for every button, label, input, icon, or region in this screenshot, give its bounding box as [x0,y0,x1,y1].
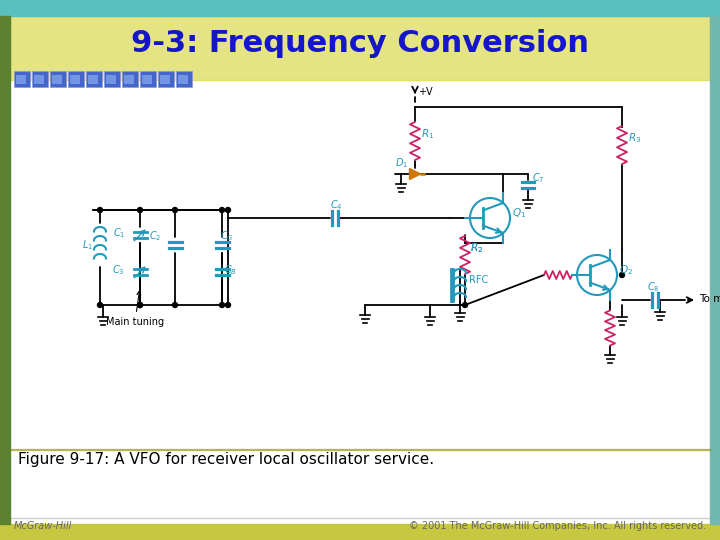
Text: $Q_1$: $Q_1$ [512,206,526,220]
Circle shape [225,207,230,213]
FancyBboxPatch shape [32,71,48,87]
FancyBboxPatch shape [176,71,192,87]
Text: $D_1$: $D_1$ [395,156,408,170]
Circle shape [138,302,143,307]
FancyBboxPatch shape [16,75,26,84]
Circle shape [138,302,143,307]
FancyBboxPatch shape [122,71,138,87]
Polygon shape [410,168,420,179]
Circle shape [173,302,178,307]
Text: $R_3$: $R_3$ [628,131,642,145]
FancyBboxPatch shape [70,75,80,84]
FancyBboxPatch shape [34,75,44,84]
Bar [10,449,710,450]
Circle shape [220,302,225,307]
FancyBboxPatch shape [86,71,102,87]
Text: McGraw-Hill: McGraw-Hill [14,521,73,531]
Text: $C_4$: $C_4$ [330,198,343,212]
Bar [0,0,720,16]
Circle shape [173,207,178,213]
Text: $C_3$: $C_3$ [112,263,125,277]
Text: RFC: RFC [469,275,488,285]
FancyBboxPatch shape [160,75,170,84]
Text: © 2001 The McGraw-Hill Companies, Inc. All rights reserved.: © 2001 The McGraw-Hill Companies, Inc. A… [409,521,706,531]
Text: $C_B$: $C_B$ [224,263,237,277]
FancyBboxPatch shape [158,71,174,87]
Circle shape [619,273,624,278]
Text: To mixer: To mixer [699,294,720,304]
Text: $C_1$: $C_1$ [112,226,125,240]
Text: $C_7$: $C_7$ [532,171,544,185]
Bar [710,16,720,524]
FancyBboxPatch shape [106,75,116,84]
Circle shape [97,207,102,213]
Text: Figure 9-17: A VFO for receiver local oscillator service.: Figure 9-17: A VFO for receiver local os… [18,452,434,467]
Bar [10,16,710,80]
Text: $R_2$: $R_2$ [470,241,483,255]
Text: $C_G$: $C_G$ [220,229,234,243]
Circle shape [138,207,143,213]
FancyBboxPatch shape [178,75,188,84]
Text: Main tuning: Main tuning [106,291,164,327]
Circle shape [220,207,225,213]
FancyBboxPatch shape [14,71,30,87]
Bar [0,16,10,524]
Text: 9-3: Frequency Conversion: 9-3: Frequency Conversion [131,29,589,57]
Text: $C_8$: $C_8$ [647,280,660,294]
FancyBboxPatch shape [50,71,66,87]
Text: +V: +V [418,87,433,97]
FancyBboxPatch shape [88,75,98,84]
FancyBboxPatch shape [140,71,156,87]
Bar [10,16,710,80]
FancyBboxPatch shape [52,75,62,84]
FancyBboxPatch shape [68,71,84,87]
Text: $R_2$: $R_2$ [470,241,483,255]
Text: $R_1$: $R_1$ [421,127,434,141]
Text: $Q_2$: $Q_2$ [619,263,633,277]
Text: $L_1$: $L_1$ [82,238,93,252]
Bar [0,524,720,540]
Circle shape [97,302,102,307]
FancyBboxPatch shape [104,71,120,87]
FancyBboxPatch shape [124,75,134,84]
FancyBboxPatch shape [142,75,152,84]
Circle shape [225,302,230,307]
Text: $C_2$: $C_2$ [148,229,161,243]
Circle shape [462,302,467,307]
